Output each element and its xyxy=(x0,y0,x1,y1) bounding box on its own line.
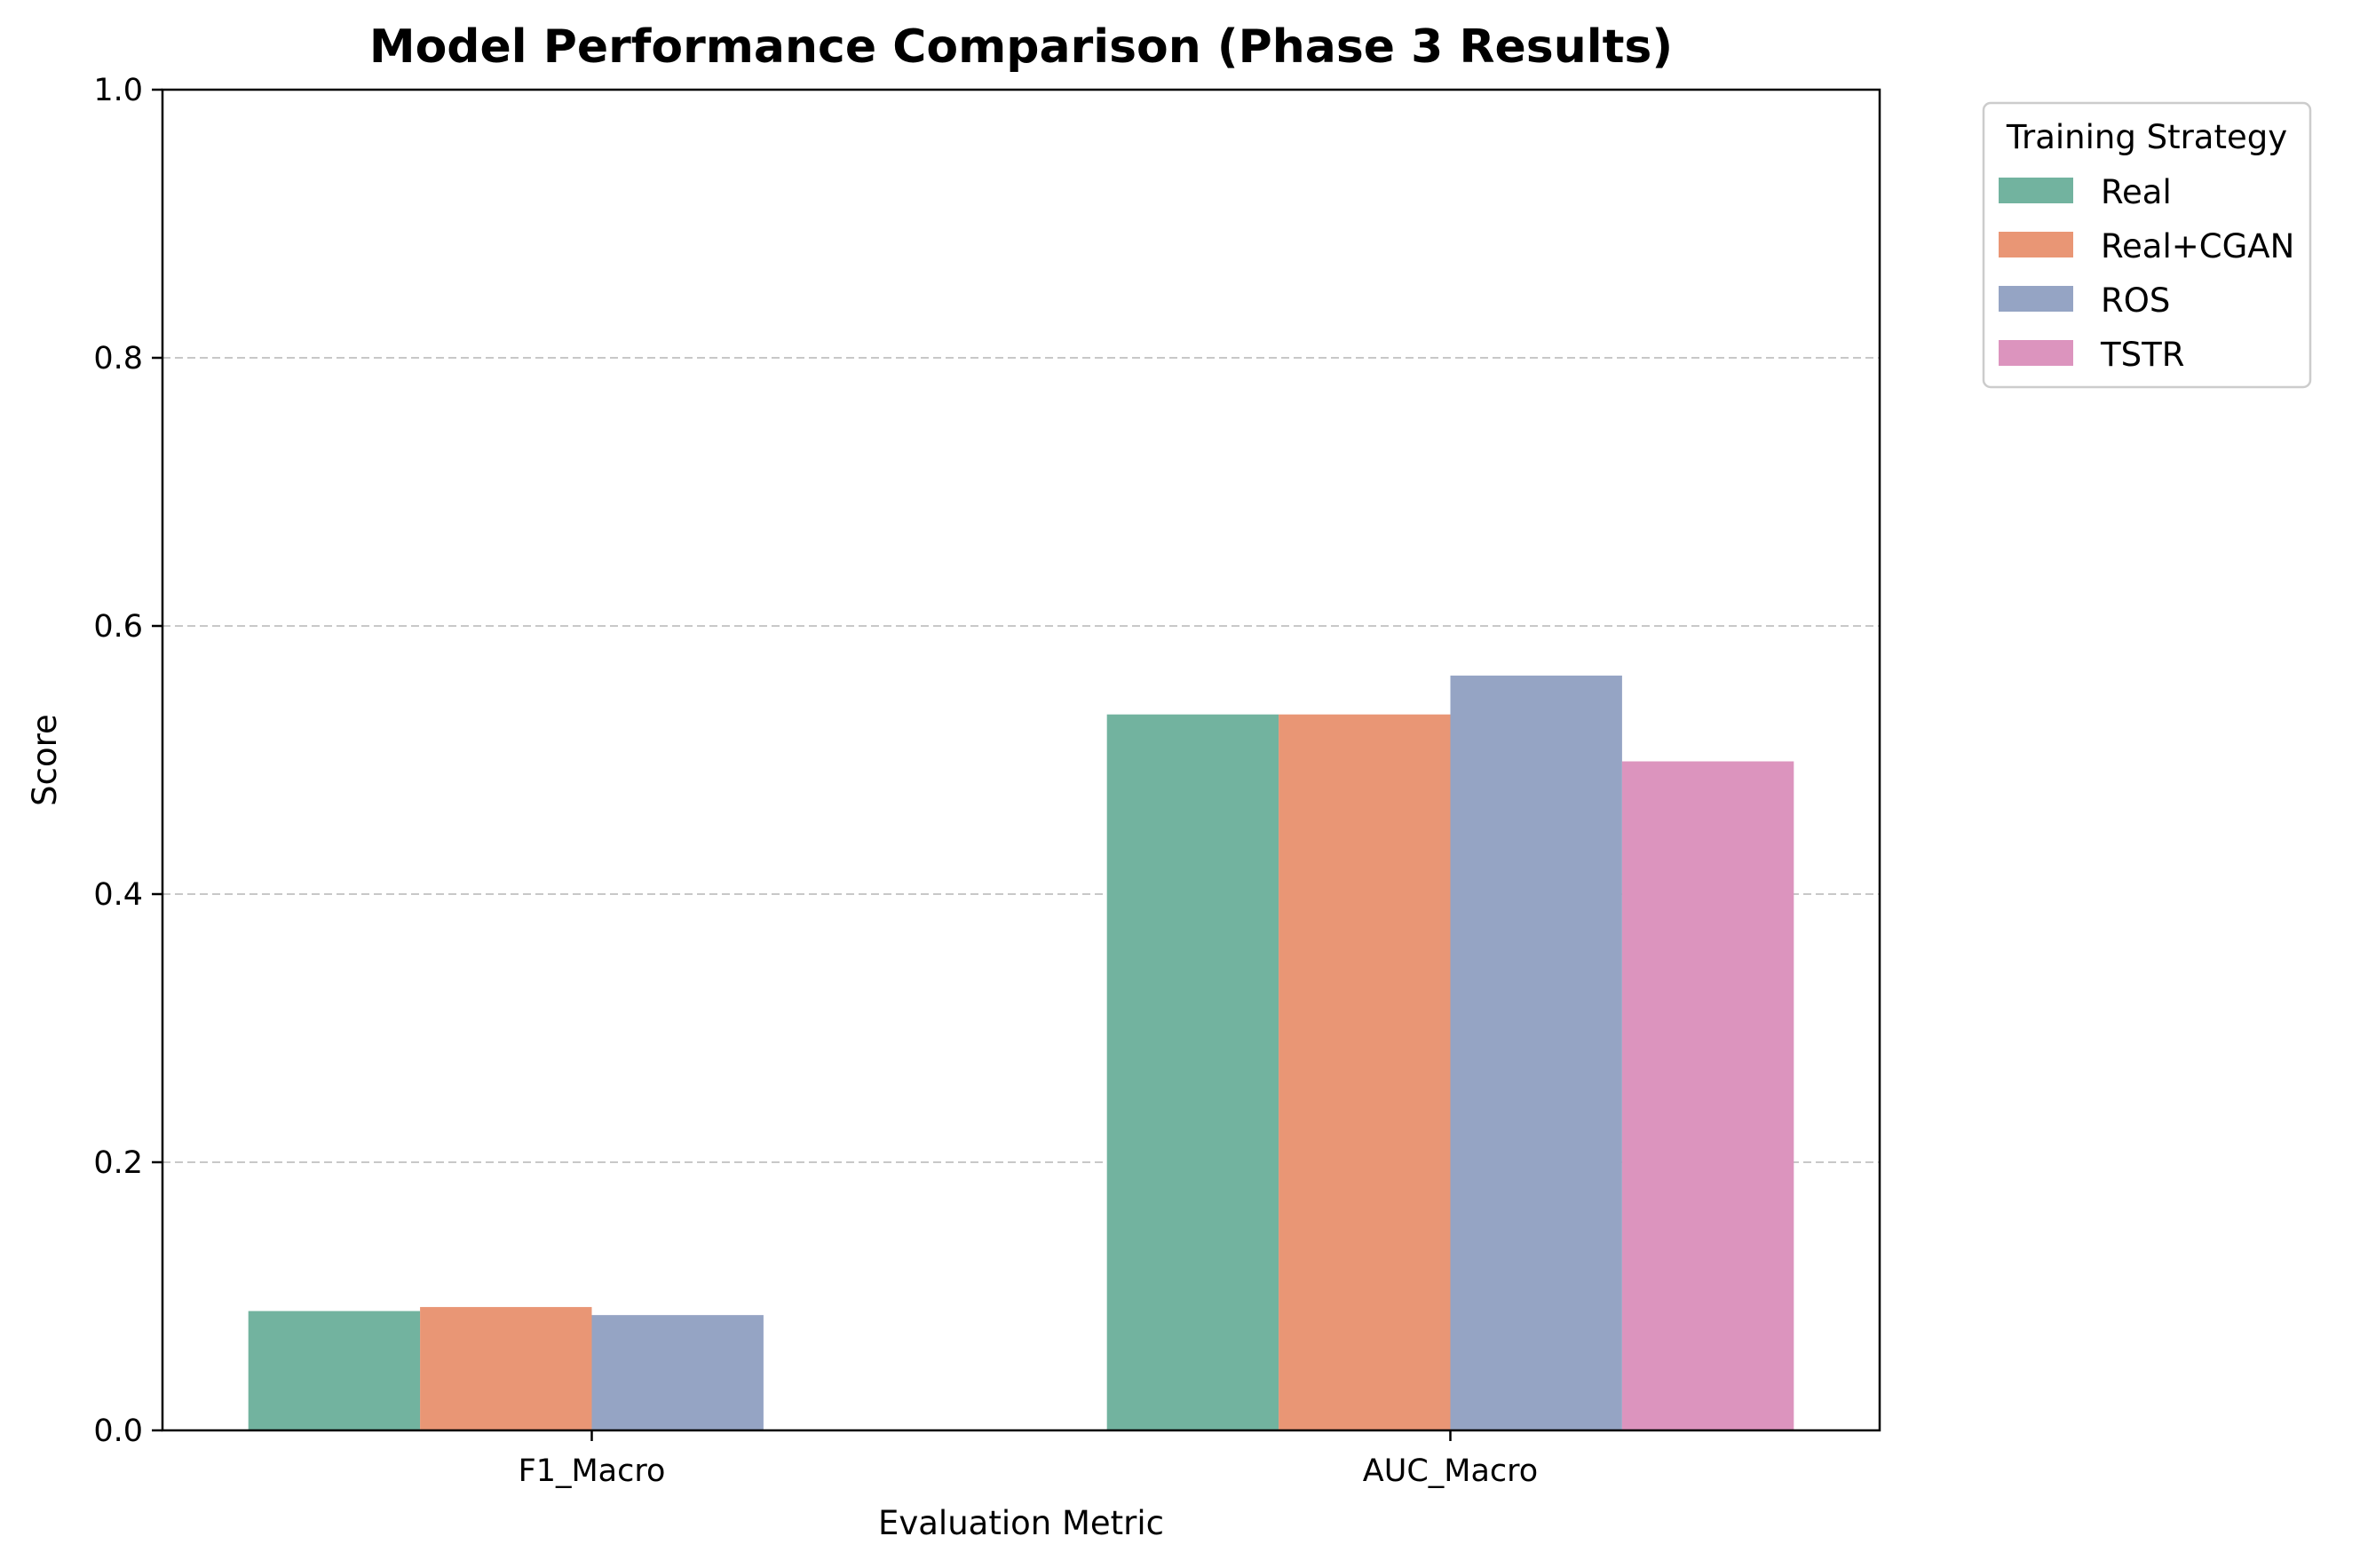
bar-real-auc-macro xyxy=(1106,714,1279,1430)
x-tick-label: F1_Macro xyxy=(519,1453,666,1489)
bar-ros-f1-macro xyxy=(591,1315,764,1430)
x-axis-ticks: F1_Macro AUC_Macro xyxy=(519,1430,1538,1489)
y-tick-label: 0.2 xyxy=(93,1145,143,1181)
bars xyxy=(248,675,1794,1430)
y-tick-label: 0.6 xyxy=(93,609,143,645)
legend-title: Training Strategy xyxy=(2006,118,2287,156)
legend-label: Real+CGAN xyxy=(2101,227,2294,265)
legend-swatch xyxy=(1999,232,2073,257)
legend: Training Strategy Real Real+CGAN ROS TSTR xyxy=(1982,101,2312,389)
y-axis-label: Score xyxy=(26,714,64,806)
bar-tstr-auc-macro xyxy=(1621,761,1794,1430)
legend-swatch xyxy=(1999,286,2073,312)
y-tick-label: 0.8 xyxy=(93,341,143,376)
legend-swatch xyxy=(1999,340,2073,366)
legend-label: Real xyxy=(2101,173,2172,211)
legend-items: Real Real+CGAN ROS TSTR xyxy=(1999,173,2294,374)
chart-title: Model Performance Comparison (Phase 3 Re… xyxy=(369,20,1673,74)
bar-real-f1-macro xyxy=(248,1311,421,1430)
plot-frame xyxy=(161,88,1881,1432)
bar-real-cgan-auc-macro xyxy=(1279,714,1451,1430)
y-tick-label: 0.4 xyxy=(93,877,143,913)
y-tick-label: 1.0 xyxy=(93,73,143,108)
legend-frame xyxy=(1982,101,2312,389)
y-tick-label: 0.0 xyxy=(93,1414,143,1449)
y-axis-ticks: 0.0 0.2 0.4 0.6 0.8 1.0 xyxy=(93,73,162,1449)
legend-swatch xyxy=(1999,178,2073,203)
bar-real-cgan-f1-macro xyxy=(420,1307,592,1430)
x-tick-label: AUC_Macro xyxy=(1363,1453,1538,1489)
x-axis-label: Evaluation Metric xyxy=(878,1504,1164,1542)
legend-label: TSTR xyxy=(2100,336,2184,374)
legend-label: ROS xyxy=(2101,281,2170,320)
bar-ros-auc-macro xyxy=(1450,675,1622,1430)
